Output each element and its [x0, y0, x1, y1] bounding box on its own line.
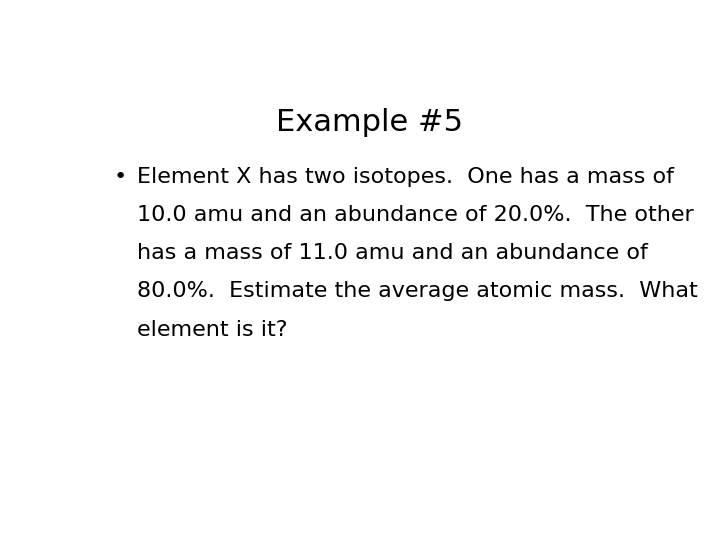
Text: Example #5: Example #5 — [276, 109, 462, 138]
Text: Element X has two isotopes.  One has a mass of: Element X has two isotopes. One has a ma… — [138, 167, 675, 187]
Text: •: • — [114, 167, 127, 187]
Text: has a mass of 11.0 amu and an abundance of: has a mass of 11.0 amu and an abundance … — [138, 243, 648, 263]
Text: 10.0 amu and an abundance of 20.0%.  The other: 10.0 amu and an abundance of 20.0%. The … — [138, 205, 694, 225]
Text: 80.0%.  Estimate the average atomic mass.  What: 80.0%. Estimate the average atomic mass.… — [138, 281, 698, 301]
Text: element is it?: element is it? — [138, 320, 288, 340]
